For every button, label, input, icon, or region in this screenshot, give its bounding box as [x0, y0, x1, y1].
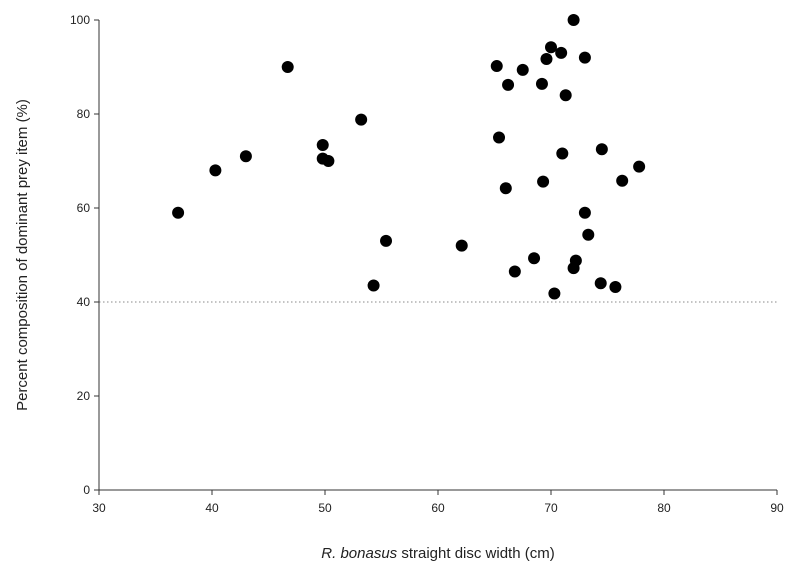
- data-point-8: [355, 113, 368, 126]
- x-tick-label-30: 30: [92, 501, 106, 515]
- x-axis-label-text: straight disc width (cm): [397, 545, 555, 562]
- y-tick-label-100: 100: [70, 13, 90, 27]
- data-point-3: [239, 150, 252, 163]
- y-tick-label-60: 60: [77, 201, 91, 215]
- data-point-23: [548, 287, 561, 300]
- data-point-15: [502, 78, 515, 91]
- data-point-26: [559, 89, 572, 102]
- data-points-layer: [172, 14, 646, 300]
- axes-layer: 30 40 50 60 70 80 90 0 20 40 60 80 100: [70, 13, 784, 515]
- data-point-36: [616, 174, 629, 187]
- data-point-16: [508, 265, 521, 278]
- x-tick-label-50: 50: [318, 501, 332, 515]
- data-point-35: [609, 280, 622, 293]
- data-point-7: [322, 155, 335, 167]
- x-tick-label-60: 60: [431, 501, 445, 515]
- data-point-9: [367, 279, 380, 292]
- data-point-11: [455, 239, 468, 252]
- data-point-13: [493, 131, 506, 144]
- x-axis-label-species: R. bonasus: [321, 545, 397, 562]
- data-point-25: [556, 147, 569, 160]
- y-axis-label: Percent composition of dominant prey ite…: [14, 99, 31, 411]
- data-point-17: [516, 63, 529, 76]
- data-point-19: [535, 77, 548, 90]
- data-point-5: [316, 139, 329, 152]
- data-point-4: [281, 61, 294, 73]
- y-tick-label-80: 80: [77, 107, 91, 121]
- data-point-24: [555, 46, 568, 59]
- data-point-10: [380, 234, 393, 247]
- data-point-32: [582, 228, 595, 241]
- y-tick-label-40: 40: [77, 295, 91, 309]
- data-point-29: [569, 254, 582, 267]
- x-tick-label-70: 70: [544, 501, 558, 515]
- data-point-20: [537, 175, 550, 188]
- data-point-12: [490, 60, 503, 73]
- x-axis-label: R. bonasus straight disc width (cm): [321, 545, 554, 562]
- data-point-21: [540, 53, 553, 66]
- x-tick-label-80: 80: [657, 501, 671, 515]
- data-point-22: [545, 41, 557, 54]
- data-point-30: [578, 51, 591, 64]
- data-point-31: [578, 206, 591, 219]
- y-tick-label-20: 20: [77, 389, 91, 403]
- data-point-18: [528, 252, 541, 265]
- data-point-33: [594, 277, 607, 290]
- data-point-34: [595, 143, 608, 156]
- y-tick-label-0: 0: [83, 483, 90, 497]
- data-point-27: [567, 14, 580, 26]
- x-tick-label-40: 40: [205, 501, 219, 515]
- x-tick-label-90: 90: [770, 501, 784, 515]
- data-point-37: [633, 160, 646, 173]
- data-point-1: [172, 206, 185, 219]
- data-point-2: [209, 164, 222, 177]
- data-point-14: [499, 182, 512, 195]
